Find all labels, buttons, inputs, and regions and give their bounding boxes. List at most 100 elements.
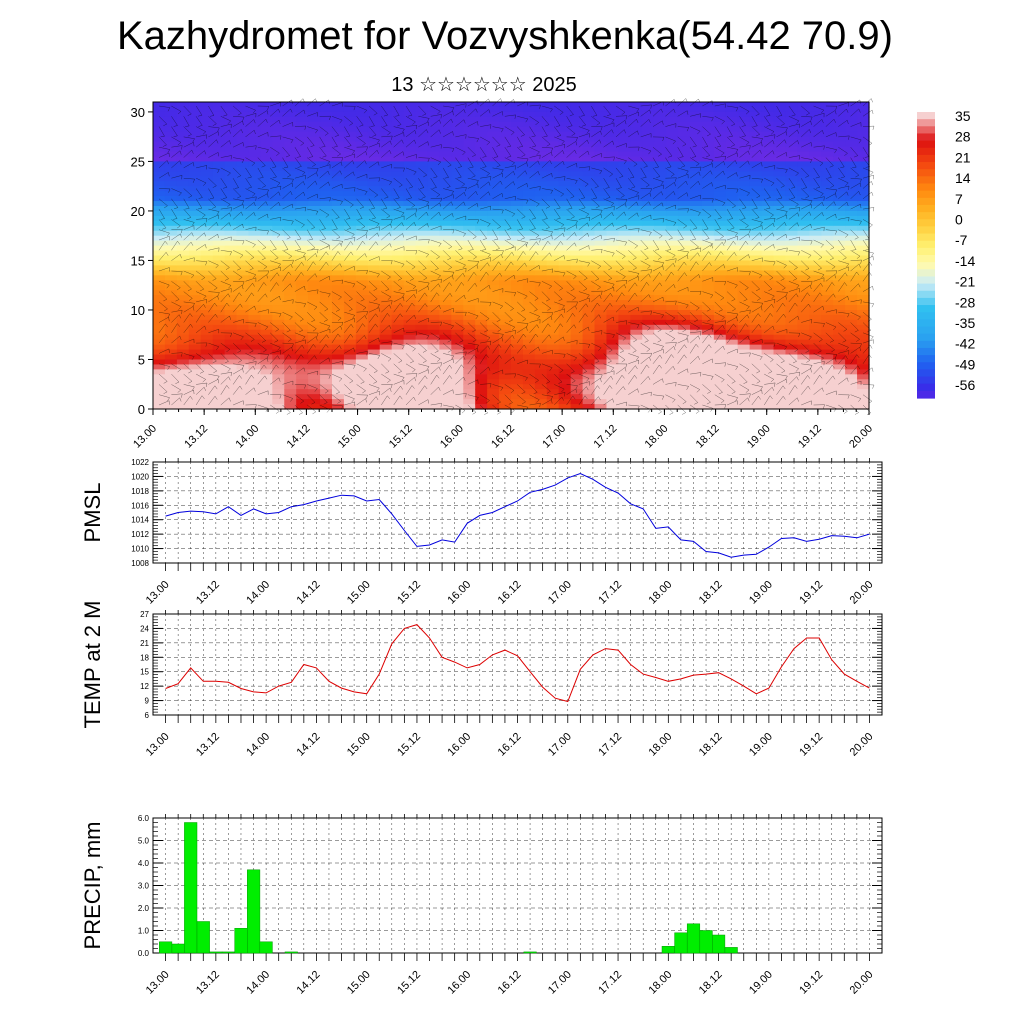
- heatmap-cell: [690, 314, 703, 321]
- heatmap-cell: [785, 196, 798, 202]
- wind-barb: [381, 223, 391, 230]
- wind-barb-flag: [238, 277, 243, 280]
- wind-barb: [195, 313, 203, 323]
- wind-barb-flag: [242, 120, 244, 126]
- heatmap-cell: [809, 131, 822, 138]
- wind-barb: [319, 170, 329, 179]
- wind-barb-flag: [315, 336, 318, 341]
- heatmap-cell: [236, 389, 250, 395]
- heatmap-cell: [188, 250, 202, 257]
- heatmap-cell: [737, 404, 751, 410]
- heatmap-cell: [176, 166, 190, 172]
- wind-barb-flag: [304, 286, 306, 291]
- heatmap-cell: [737, 379, 751, 385]
- wind-barb-flag: [316, 332, 319, 337]
- heatmap-cell: [439, 255, 452, 262]
- heatmap-cell: [821, 255, 834, 262]
- heatmap-cell: [224, 309, 238, 316]
- heatmap-cell: [618, 166, 631, 172]
- wind-barb-flag: [370, 125, 375, 127]
- heatmap-cell: [403, 389, 417, 395]
- heatmap-cell: [284, 280, 297, 286]
- wind-barb-flag: [217, 131, 219, 136]
- heatmap-cell: [701, 136, 715, 143]
- heatmap-cell: [511, 404, 524, 410]
- heatmap-cell: [439, 319, 452, 326]
- heatmap-cell: [308, 290, 321, 296]
- heatmap-cell: [546, 176, 560, 182]
- heatmap-cell: [713, 384, 727, 390]
- heatmap-cell: [678, 295, 691, 301]
- wind-barb-flag: [395, 115, 400, 117]
- heatmap-cell: [809, 364, 822, 370]
- heatmap-cell: [212, 225, 226, 232]
- heatmap-cell: [332, 384, 345, 390]
- heatmap-cell: [821, 146, 834, 153]
- wind-barb: [270, 229, 281, 235]
- heatmap-cell: [606, 186, 619, 192]
- heatmap-cell: [499, 285, 512, 291]
- heatmap-cell: [320, 116, 333, 123]
- heatmap-cell: [439, 270, 452, 276]
- heatmap-cell: [690, 329, 703, 336]
- heatmap-cell: [451, 290, 464, 296]
- heatmap-cell: [391, 364, 405, 370]
- heatmap-cell: [379, 245, 393, 252]
- heatmap-cell: [439, 260, 452, 266]
- heatmap-cell: [296, 230, 309, 237]
- heatmap-cell: [618, 305, 631, 311]
- wind-barb: [171, 160, 180, 169]
- heatmap-cell: [332, 176, 345, 182]
- heatmap-cell: [391, 389, 405, 395]
- heatmap-cell: [188, 151, 202, 158]
- heatmap-cell: [499, 290, 512, 296]
- wind-barb-flag: [203, 304, 206, 308]
- wind-barb: [393, 246, 405, 251]
- heatmap-cell: [212, 305, 226, 311]
- heatmap-cell: [487, 300, 500, 306]
- heatmap-cell: [272, 196, 285, 202]
- heatmap-cell: [737, 220, 751, 227]
- wind-barb-flag: [337, 401, 341, 404]
- wind-barb-flag: [267, 270, 270, 275]
- heatmap-cell: [379, 344, 393, 351]
- heatmap-cell: [153, 235, 166, 242]
- heatmap-cell: [355, 309, 369, 316]
- wind-barb: [232, 250, 244, 256]
- heatmap-cell: [499, 210, 512, 217]
- wind-barb-flag: [176, 287, 181, 291]
- heatmap-cell: [212, 220, 226, 227]
- wind-barb: [232, 375, 240, 385]
- heatmap-cell: [451, 369, 464, 375]
- wind-barb: [220, 129, 230, 138]
- heatmap-cell: [212, 339, 226, 346]
- wind-barb-flag: [402, 233, 404, 238]
- heatmap-cell: [522, 205, 536, 212]
- wind-barb: [208, 270, 217, 279]
- heatmap-cell: [833, 374, 846, 380]
- heatmap-cell: [320, 141, 333, 148]
- heatmap-cell: [367, 126, 381, 133]
- heatmap-cell: [379, 186, 393, 192]
- heatmap-cell: [451, 265, 464, 271]
- heatmap-cell: [761, 225, 775, 232]
- heatmap-cell: [511, 176, 524, 182]
- heatmap-cell: [773, 324, 787, 331]
- heatmap-cell: [809, 394, 822, 400]
- wind-barb-flag: [190, 324, 193, 328]
- heatmap-cell: [713, 245, 727, 252]
- heatmap-cell: [188, 126, 202, 133]
- heatmap-cell: [737, 181, 751, 187]
- wind-barb-flag: [238, 360, 242, 363]
- heatmap-cell: [439, 344, 452, 351]
- wind-barb-flag: [376, 150, 379, 154]
- heatmap-cell: [284, 235, 297, 242]
- wind-barb: [158, 136, 167, 146]
- heatmap-cell: [212, 349, 226, 356]
- wind-barb-flag: [291, 220, 294, 225]
- heatmap-cell: [737, 210, 751, 217]
- heatmap-cell: [332, 394, 345, 400]
- wind-barb-flag: [334, 135, 339, 137]
- wind-barb-flag: [323, 402, 328, 405]
- heatmap-cell: [833, 121, 846, 128]
